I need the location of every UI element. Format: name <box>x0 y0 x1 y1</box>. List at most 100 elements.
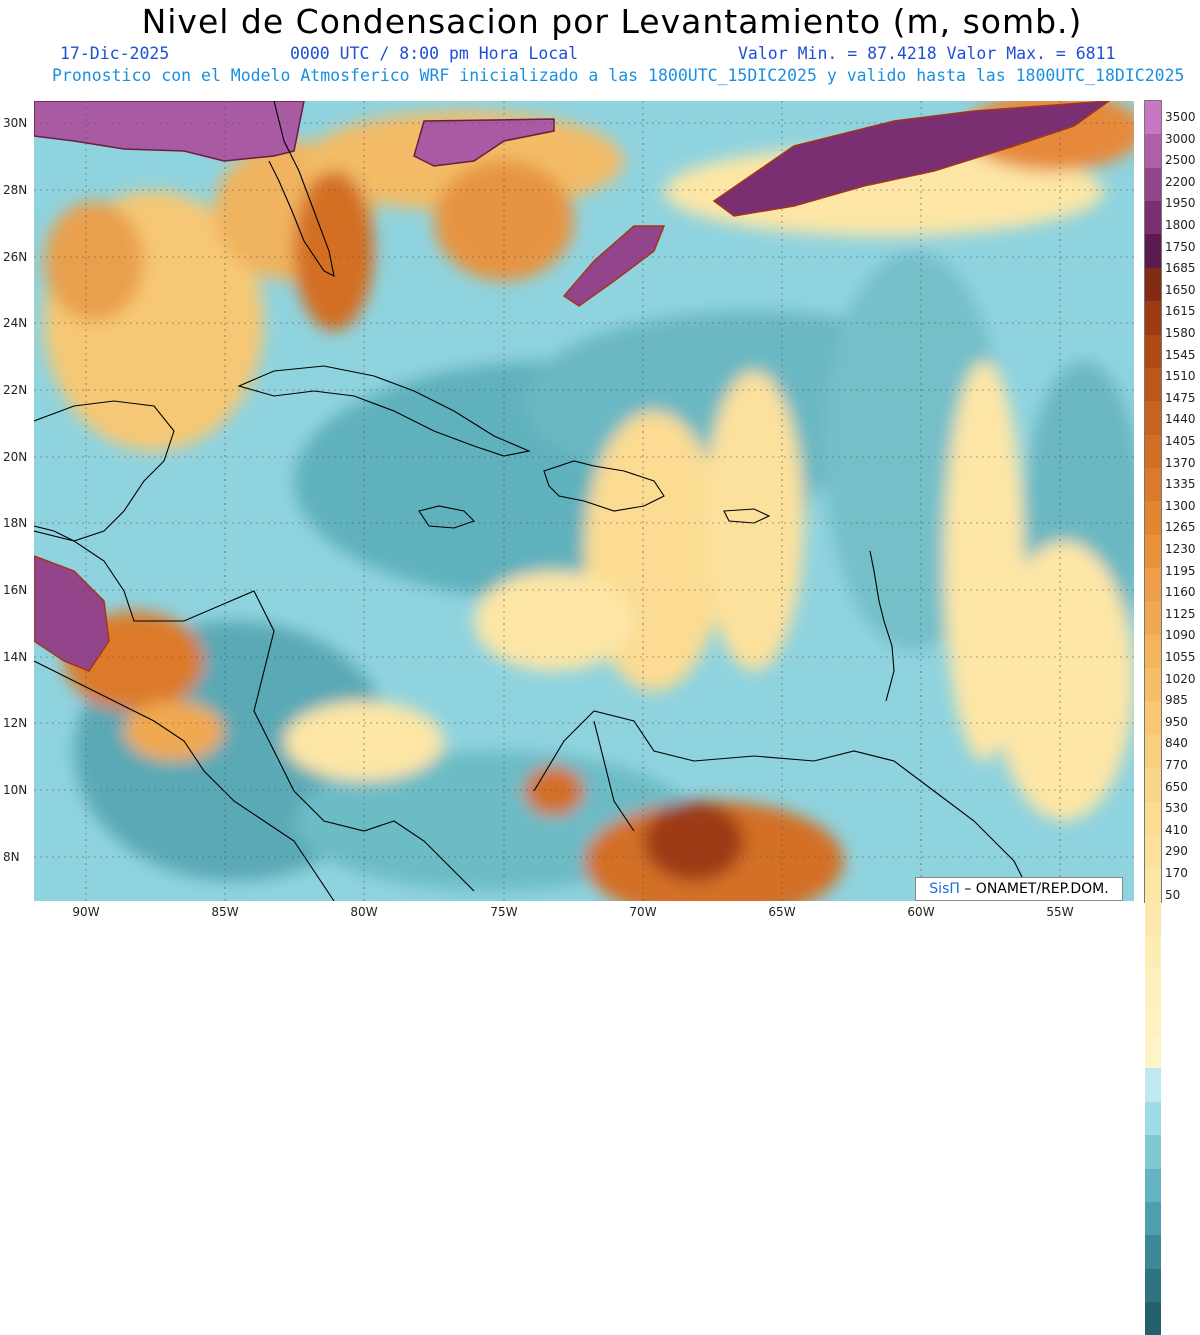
legend-label: 50 <box>1165 887 1181 902</box>
lat-label: 10N <box>3 783 28 797</box>
legend-swatch <box>1145 434 1161 468</box>
legend-swatch <box>1145 1101 1161 1136</box>
legend-label: 1800 <box>1165 218 1196 232</box>
value-range: Valor Min. = 87.4218 Valor Max. = 6811 <box>738 44 1116 63</box>
lat-lon-grid <box>34 101 1134 901</box>
legend-label: 1125 <box>1165 606 1196 621</box>
legend-swatch <box>1145 1168 1161 1202</box>
high-lcl-area <box>413 118 555 167</box>
legend-swatch <box>1145 801 1161 835</box>
legend-label: 1510 <box>1165 369 1196 384</box>
legend-label: 1750 <box>1165 239 1196 254</box>
legend-label: 3500 <box>1165 110 1196 124</box>
lat-label: 14N <box>3 650 28 664</box>
lat-label: 20N <box>3 450 28 464</box>
lon-label: 60W <box>907 905 935 919</box>
legend-label: 1055 <box>1165 650 1196 664</box>
legend-label: 1370 <box>1165 455 1196 470</box>
legend-label: 1300 <box>1165 498 1196 513</box>
legend-swatch <box>1145 267 1161 302</box>
legend-label: 1580 <box>1165 326 1196 340</box>
lat-label: 30N <box>3 116 28 130</box>
lon-label: 80W <box>350 905 378 919</box>
legend-label: 170 <box>1165 866 1188 880</box>
legend-swatch <box>1145 301 1161 335</box>
legend-label: 1020 <box>1165 671 1196 686</box>
legend-swatch <box>1145 1201 1161 1236</box>
legend-label: 985 <box>1165 693 1188 708</box>
legend-label: 1475 <box>1165 390 1196 405</box>
legend-swatch <box>1145 668 1161 702</box>
legend-swatch <box>1145 868 1161 902</box>
lat-label: 24N <box>3 316 28 330</box>
legend-swatch <box>1145 367 1161 402</box>
color-legend-bar <box>1144 100 1162 1335</box>
legend-swatch <box>1145 901 1161 935</box>
legend-label: 2200 <box>1165 174 1196 189</box>
legend-swatch <box>1145 167 1161 202</box>
legend-label: 410 <box>1165 822 1188 837</box>
legend-label: 770 <box>1165 758 1188 772</box>
legend-label: 1685 <box>1165 261 1196 276</box>
legend-label: 1230 <box>1165 542 1196 556</box>
lat-label: 28N <box>3 183 28 197</box>
legend-swatch <box>1145 1001 1161 1036</box>
legend-label: 1650 <box>1165 282 1196 297</box>
lon-label: 70W <box>629 905 657 919</box>
legend-label: 1090 <box>1165 628 1196 643</box>
legend-swatch <box>1145 201 1161 235</box>
credit-box: SisΠ – ONAMET/REP.DOM. <box>915 877 1123 901</box>
legend-swatch <box>1145 1301 1161 1335</box>
model-info: Pronostico con el Modelo Atmosferico WRF… <box>52 66 1185 85</box>
legend-swatch <box>1145 534 1161 569</box>
legend-swatch <box>1145 1235 1161 1269</box>
legend-swatch <box>1145 701 1161 735</box>
forecast-date: 17-Dic-2025 <box>60 44 170 63</box>
lon-label: 55W <box>1046 905 1074 919</box>
legend-swatch <box>1145 834 1161 869</box>
weather-map[interactable] <box>34 101 1134 901</box>
high-lcl-area <box>712 101 1111 217</box>
legend-label: 1405 <box>1165 434 1196 448</box>
legend-label: 1615 <box>1165 304 1196 319</box>
legend-label: 1265 <box>1165 520 1196 535</box>
legend-swatch <box>1145 334 1161 368</box>
lon-label: 90W <box>72 905 100 919</box>
legend-label: 1335 <box>1165 477 1196 492</box>
legend-label: 1195 <box>1165 563 1196 578</box>
lat-label: 22N <box>3 383 28 397</box>
map-title: Nivel de Condensacion por Levantamiento … <box>141 2 1083 41</box>
legend-swatch <box>1145 234 1161 268</box>
legend-swatch <box>1145 1035 1161 1069</box>
lon-label: 75W <box>490 905 518 919</box>
legend-label: 2500 <box>1165 153 1196 168</box>
legend-label: 1950 <box>1165 196 1196 211</box>
legend-label: 3000 <box>1165 131 1196 146</box>
legend-label: 1545 <box>1165 347 1196 362</box>
legend-swatch <box>1145 734 1161 769</box>
legend-swatch <box>1145 568 1161 602</box>
high-lcl-area <box>34 555 110 672</box>
legend-label: 950 <box>1165 714 1188 729</box>
lat-label: 12N <box>3 716 28 730</box>
high-lcl-area <box>34 101 305 162</box>
lat-label: 26N <box>3 250 28 264</box>
legend-swatch <box>1145 634 1161 669</box>
lon-label: 65W <box>768 905 796 919</box>
high-lcl-area <box>562 225 666 307</box>
legend-label: 290 <box>1165 844 1188 859</box>
legend-label: 650 <box>1165 779 1188 794</box>
legend-swatch <box>1145 1135 1161 1169</box>
legend-label: 530 <box>1165 801 1188 816</box>
legend-label: 1160 <box>1165 585 1196 600</box>
legend-swatch <box>1145 601 1161 635</box>
brand-logo: SisΠ <box>929 881 960 897</box>
lat-label: 16N <box>3 583 28 597</box>
legend-swatch <box>1145 467 1161 502</box>
legend-swatch <box>1145 101 1161 135</box>
legend-swatch <box>1145 401 1161 435</box>
legend-swatch <box>1145 134 1161 168</box>
legend-swatch <box>1145 501 1161 535</box>
legend-swatch <box>1145 934 1161 969</box>
legend-label: 1440 <box>1165 412 1196 427</box>
